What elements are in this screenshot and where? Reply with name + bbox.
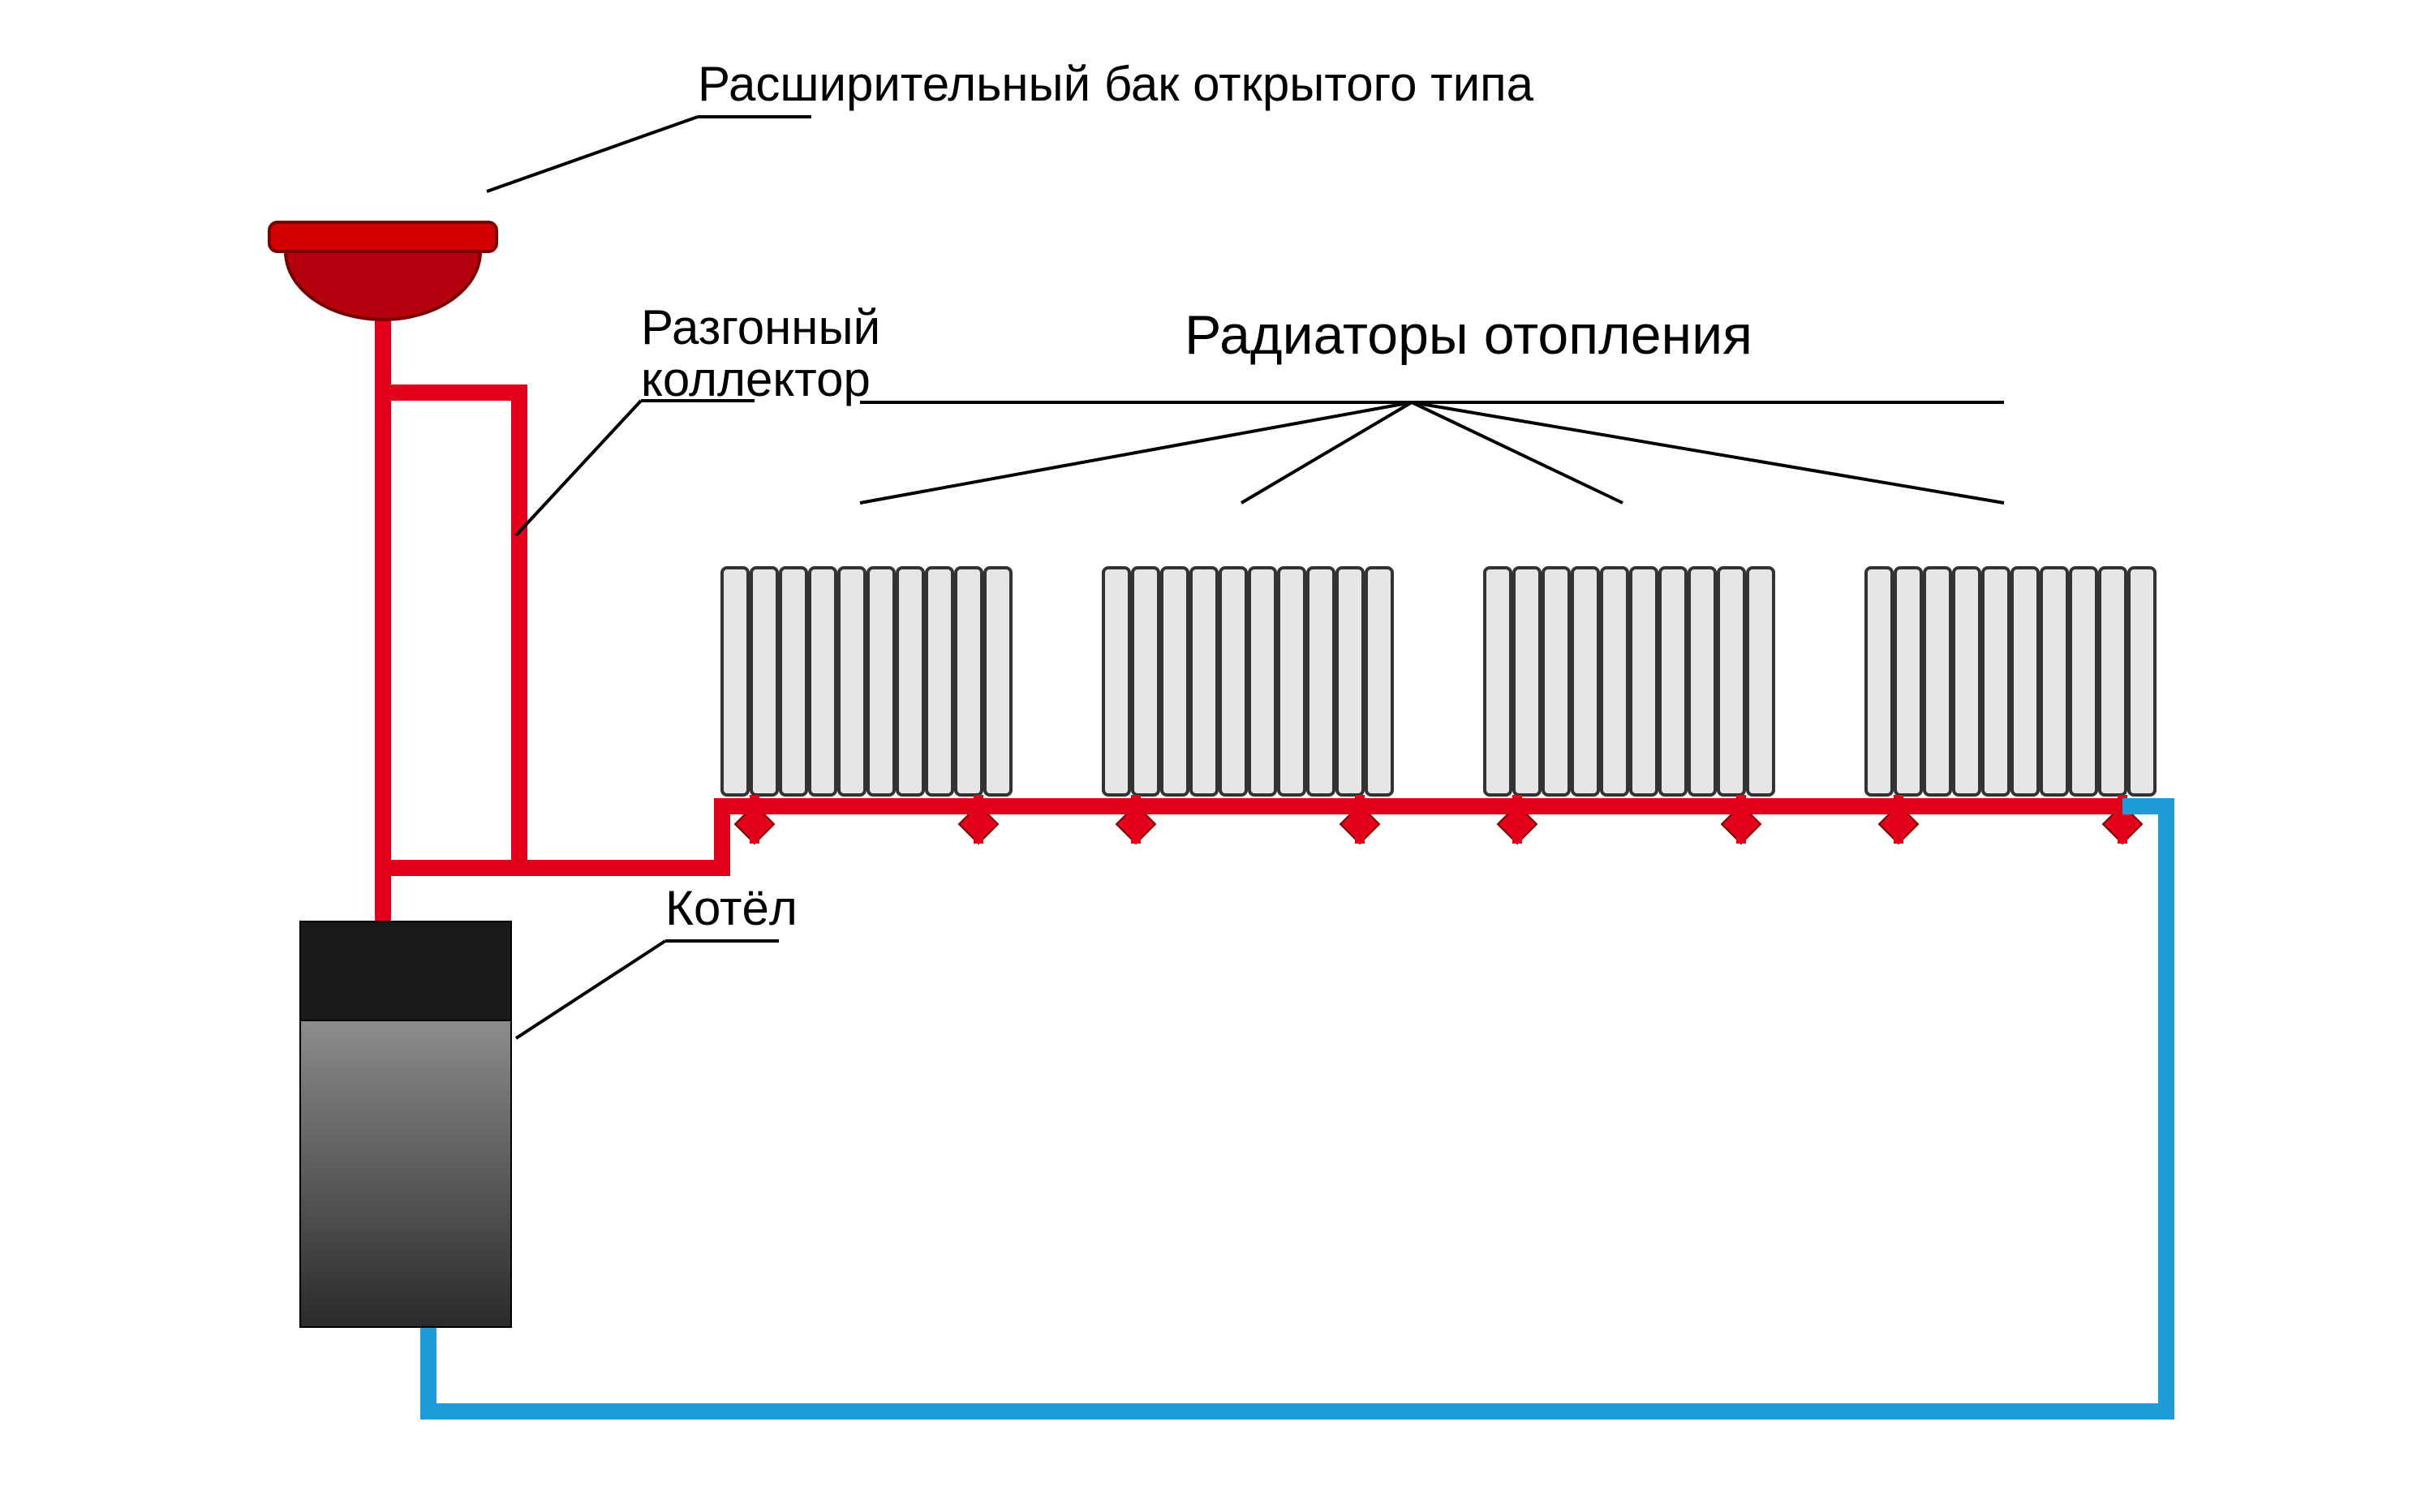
label-expansion-tank: Расширительный бак открытого типа: [698, 57, 1534, 111]
boiler: [300, 921, 511, 1327]
label-radiators: Радиаторы отопления: [1185, 304, 1752, 366]
label-boiler: Котёл: [665, 881, 798, 935]
heating-system-diagram: Расширительный бак открытого типа Разгонн…: [0, 0, 2434, 1512]
label-riser-1: Разгонный: [641, 300, 880, 354]
label-riser-2: коллектор: [641, 352, 871, 406]
